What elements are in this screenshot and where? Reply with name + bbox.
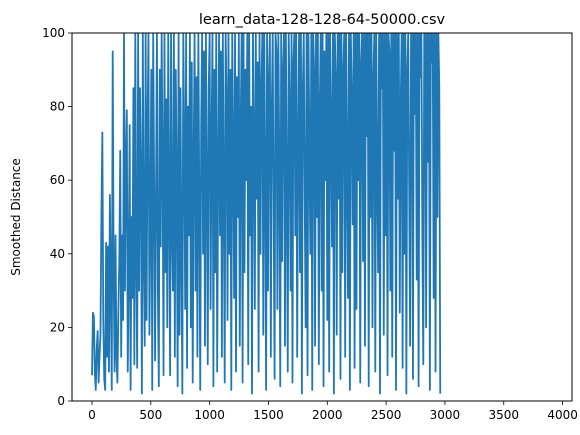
x-tick-label: 0: [88, 408, 96, 422]
y-tick-label: 60: [50, 173, 65, 187]
x-tick-label: 3000: [430, 408, 461, 422]
x-tick-label: 2000: [312, 408, 343, 422]
y-tick-label: 20: [50, 320, 65, 334]
y-tick-label: 40: [50, 247, 65, 261]
x-tick-label: 1500: [253, 408, 284, 422]
y-axis-label: Smoothed Distance: [9, 158, 23, 276]
y-tick-label: 100: [42, 26, 65, 40]
y-tick-label: 80: [50, 100, 65, 114]
chart-title: learn_data-128-128-64-50000.csv: [199, 12, 446, 28]
y-tick-label: 0: [57, 394, 65, 408]
x-tick-label: 2500: [371, 408, 402, 422]
x-tick-label: 500: [139, 408, 162, 422]
x-tick-label: 4000: [547, 408, 578, 422]
x-tick-label: 1000: [194, 408, 225, 422]
x-tick-label: 3500: [488, 408, 519, 422]
